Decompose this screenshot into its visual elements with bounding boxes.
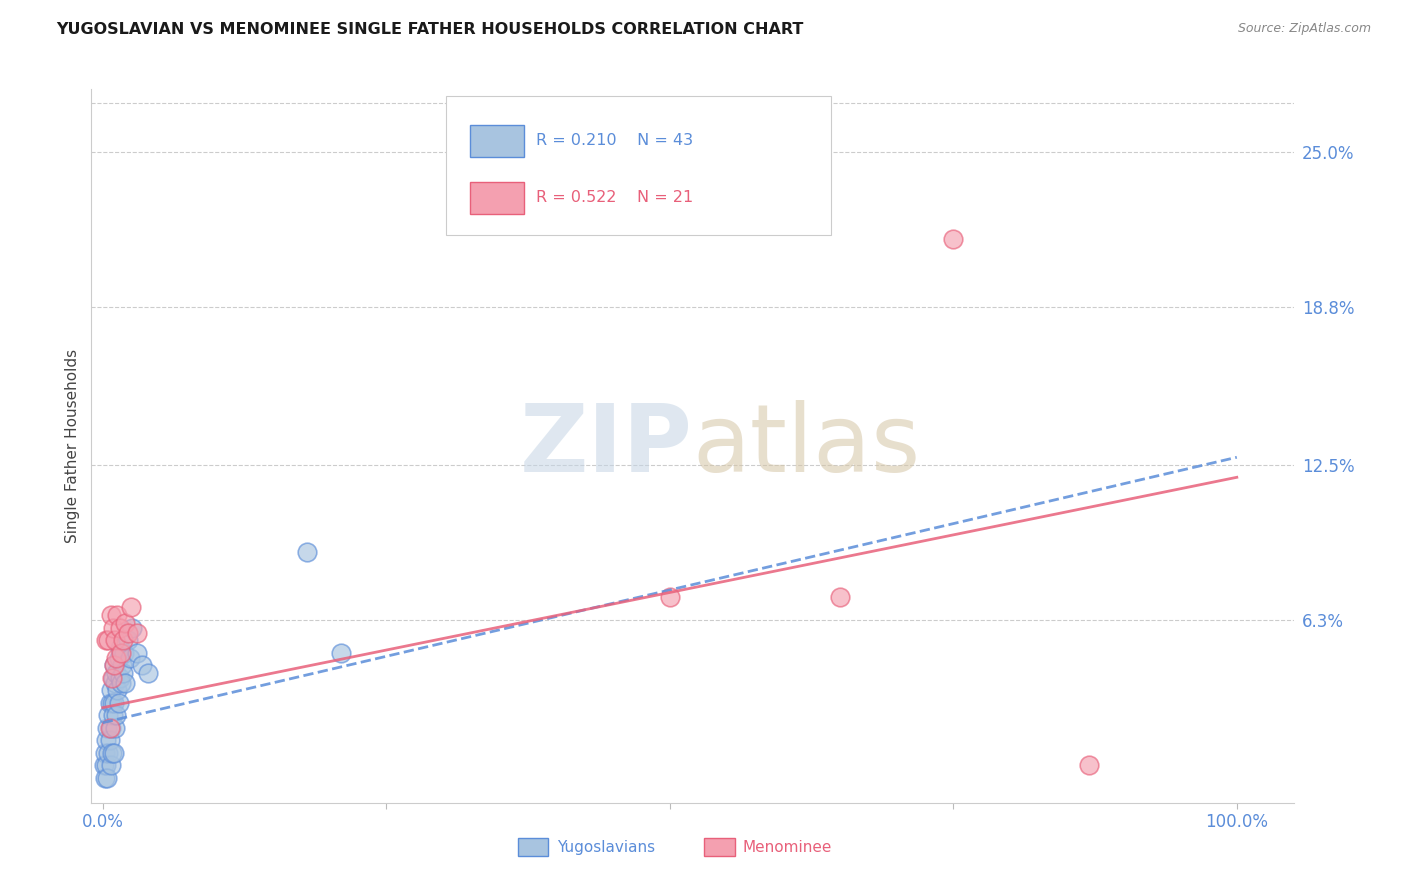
Point	[295, 545, 318, 559]
Point	[105, 708, 128, 723]
Point	[101, 708, 124, 723]
Point	[101, 621, 124, 635]
Point	[98, 696, 121, 710]
Point	[114, 615, 136, 630]
Point	[136, 665, 159, 680]
Point	[108, 671, 131, 685]
Text: Source: ZipAtlas.com: Source: ZipAtlas.com	[1237, 22, 1371, 36]
Point	[103, 696, 125, 710]
Text: R = 0.522    N = 21: R = 0.522 N = 21	[536, 190, 693, 205]
Point	[117, 625, 139, 640]
Text: Yugoslavians: Yugoslavians	[557, 839, 655, 855]
Point	[104, 633, 127, 648]
Point	[94, 733, 117, 747]
FancyBboxPatch shape	[470, 182, 524, 214]
Point	[125, 646, 148, 660]
Text: ZIP: ZIP	[520, 400, 692, 492]
Point	[121, 621, 143, 635]
Point	[112, 646, 135, 660]
Point	[100, 607, 122, 622]
Point	[125, 625, 148, 640]
FancyBboxPatch shape	[446, 96, 831, 235]
Y-axis label: Single Father Households: Single Father Households	[65, 349, 80, 543]
Point	[103, 658, 125, 673]
Point	[1078, 758, 1101, 772]
FancyBboxPatch shape	[519, 838, 548, 856]
Point	[101, 746, 124, 760]
Point	[94, 633, 117, 648]
Point	[110, 675, 132, 690]
Point	[112, 633, 135, 648]
Point	[105, 665, 128, 680]
Point	[105, 650, 128, 665]
Point	[94, 746, 117, 760]
FancyBboxPatch shape	[470, 125, 524, 157]
Point	[131, 658, 153, 673]
Point	[107, 696, 129, 710]
Point	[117, 633, 139, 648]
Point	[103, 746, 125, 760]
Point	[101, 671, 124, 685]
Point	[658, 591, 681, 605]
Point	[942, 232, 965, 246]
Point	[118, 650, 141, 665]
Point	[111, 658, 134, 673]
Point	[94, 758, 117, 772]
Point	[108, 640, 131, 655]
Point	[100, 683, 122, 698]
Point	[101, 696, 124, 710]
Point	[96, 721, 118, 735]
Point	[97, 708, 120, 723]
Text: atlas: atlas	[692, 400, 921, 492]
Text: Menominee: Menominee	[742, 839, 832, 855]
Point	[107, 683, 129, 698]
Point	[100, 758, 122, 772]
Text: YUGOSLAVIAN VS MENOMINEE SINGLE FATHER HOUSEHOLDS CORRELATION CHART: YUGOSLAVIAN VS MENOMINEE SINGLE FATHER H…	[56, 22, 804, 37]
Point	[110, 646, 132, 660]
Point	[97, 746, 120, 760]
Point	[103, 658, 125, 673]
Point	[94, 771, 117, 785]
Point	[104, 721, 127, 735]
Point	[120, 600, 142, 615]
Text: R = 0.210    N = 43: R = 0.210 N = 43	[536, 133, 693, 148]
Point	[93, 758, 115, 772]
Point	[101, 671, 124, 685]
Point	[100, 721, 122, 735]
Point	[112, 665, 135, 680]
Point	[98, 733, 121, 747]
Point	[107, 650, 129, 665]
Point	[96, 771, 118, 785]
Point	[107, 607, 129, 622]
Point	[97, 633, 120, 648]
Point	[104, 675, 127, 690]
Point	[329, 646, 352, 660]
Point	[828, 591, 851, 605]
Point	[114, 675, 136, 690]
Point	[108, 621, 131, 635]
FancyBboxPatch shape	[704, 838, 734, 856]
Point	[98, 721, 121, 735]
